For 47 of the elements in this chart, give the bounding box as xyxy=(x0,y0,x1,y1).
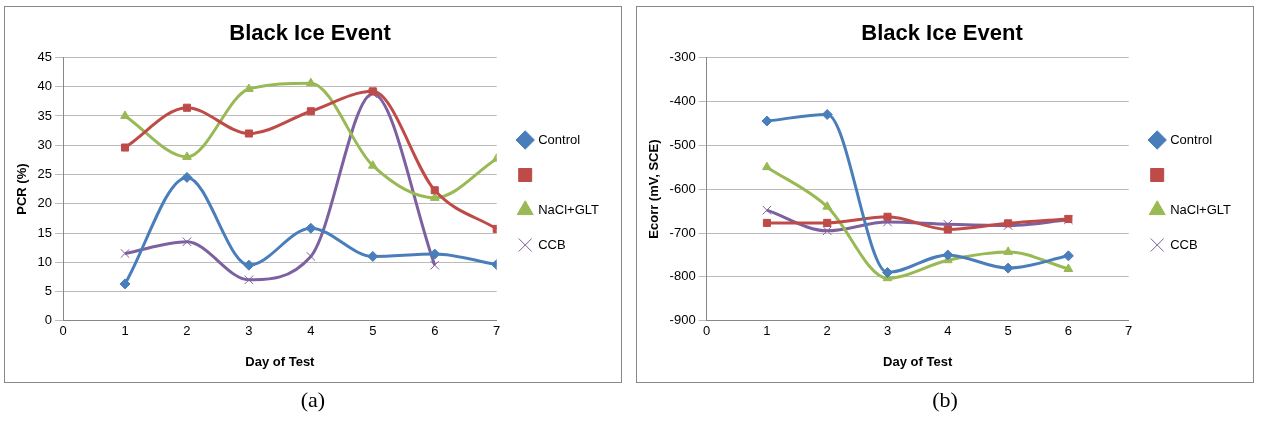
x-tick-label: 5 xyxy=(1004,323,1012,339)
legend-label: CCB xyxy=(538,236,566,252)
x-tick-label: 2 xyxy=(823,323,831,339)
x-axis-title: Day of Test xyxy=(883,353,953,369)
x-tick-label: 1 xyxy=(121,323,129,339)
x-tick-label: 2 xyxy=(183,323,191,339)
y-tick-label: 40 xyxy=(37,78,53,94)
x-axis-title: Day of Test xyxy=(245,353,316,369)
text: (b) xyxy=(931,387,959,413)
y-tick-label: 35 xyxy=(37,107,53,123)
y-tick-label: -800 xyxy=(669,268,696,284)
y-tick-label: -400 xyxy=(669,92,696,108)
x-tick-label: 5 xyxy=(369,323,377,339)
legend-label: CCB xyxy=(1170,236,1198,252)
x-tick-label: 7 xyxy=(1125,323,1133,339)
x-tick-label: 0 xyxy=(59,323,67,339)
y-tick-label: 45 xyxy=(37,48,53,64)
x-tick-label: 0 xyxy=(703,323,711,339)
legend-label: Control xyxy=(1170,131,1213,147)
x-tick-label: 3 xyxy=(883,323,892,339)
x-tick-label: 3 xyxy=(245,323,253,339)
y-tick-label: 15 xyxy=(37,224,53,240)
y-tick-label: 0 xyxy=(44,312,53,328)
y-tick-label: -700 xyxy=(669,224,696,240)
y-tick-label: -500 xyxy=(669,136,696,152)
chart-title: Black Ice Event xyxy=(861,20,1024,46)
y-tick-label: 5 xyxy=(44,283,53,299)
y-tick-label: 10 xyxy=(37,253,53,269)
x-tick-label: 4 xyxy=(307,323,315,339)
text: (a) xyxy=(299,387,327,413)
y-tick-label: 20 xyxy=(37,195,53,211)
x-tick-label: 4 xyxy=(944,323,952,339)
x-tick-label: 1 xyxy=(763,323,771,339)
y-tick-label: 25 xyxy=(37,166,53,182)
y-axis-title: Ecorr (mV, SCE) xyxy=(646,139,662,239)
legend-label: NaCl+GLT xyxy=(1170,201,1232,217)
y-tick-label: -300 xyxy=(669,48,696,64)
x-tick-label: 7 xyxy=(493,323,501,339)
x-tick-label: 6 xyxy=(431,323,439,339)
y-tick-label: 30 xyxy=(37,136,53,152)
legend-label: Control xyxy=(538,131,581,147)
y-tick-label: -600 xyxy=(669,180,696,196)
y-tick-label: -900 xyxy=(669,312,696,328)
y-axis-title: PCR (%) xyxy=(14,163,30,215)
x-tick-label: 6 xyxy=(1064,323,1073,339)
legend-label: NaCl+GLT xyxy=(538,201,600,217)
chart-title: Black Ice Event xyxy=(229,20,392,46)
